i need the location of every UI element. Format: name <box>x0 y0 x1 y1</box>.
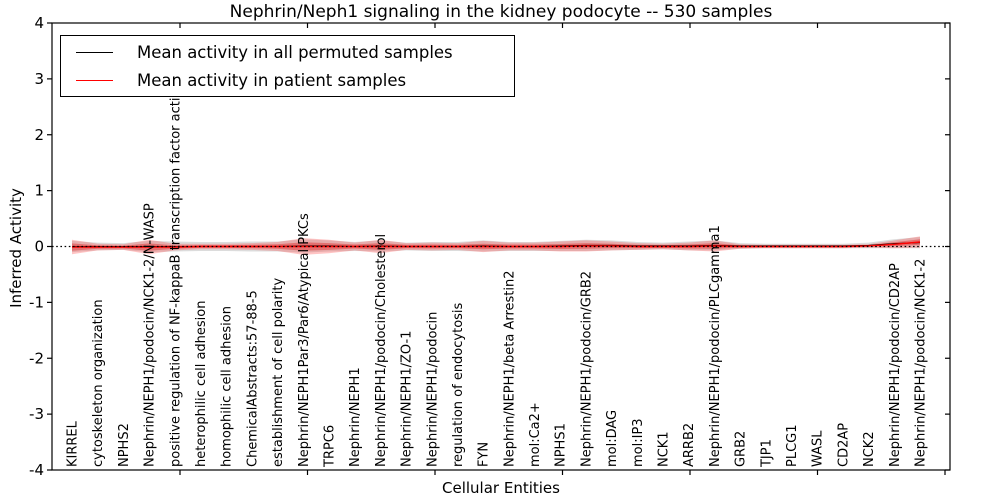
legend-label-patient: Mean activity in patient samples <box>137 70 407 90</box>
x-category-label: Nephrin/NEPH1/podocin/CD2AP <box>888 263 903 467</box>
permuted-line-swatch <box>76 51 113 53</box>
x-category-label: ARRB2 <box>682 423 697 467</box>
x-category-label: TRPC6 <box>322 425 337 468</box>
x-category-label: establishment of cell polarity <box>271 278 286 467</box>
legend-item-permuted: Mean activity in all permuted samples <box>61 38 514 66</box>
x-category-label: PLCG1 <box>785 424 800 467</box>
legend: Mean activity in all permuted samples Me… <box>60 35 515 97</box>
x-category-label: TJP1 <box>759 439 774 468</box>
x-category-label: cytoskeleton organization <box>91 299 106 467</box>
x-category-label: NPHS2 <box>117 423 132 467</box>
x-category-label: NPHS1 <box>554 423 569 467</box>
permuted-samples-range-band <box>72 237 920 253</box>
x-category-label: regulation of endocytosis <box>451 302 466 467</box>
y-tick-label: 0 <box>34 238 44 256</box>
patient-line-swatch <box>76 79 113 81</box>
y-tick-label: -3 <box>29 405 44 423</box>
x-category-label: Nephrin/NEPH1/podocin/NCK1-2/N-WASP <box>143 203 158 467</box>
y-tick-label: 1 <box>34 182 44 200</box>
x-category-label: Nephrin/NEPH1Par3/Par6/Atypical PKCs <box>297 213 312 467</box>
x-category-label: ChemicalAbstracts:57-88-5 <box>245 290 260 467</box>
x-category-label: WASL <box>811 430 826 467</box>
y-tick-label: -2 <box>29 349 44 367</box>
x-category-label: Nephrin/NEPH1/podocin <box>425 312 440 467</box>
y-tick-label: 4 <box>34 14 44 32</box>
x-category-label: NCK2 <box>862 431 877 467</box>
x-category-label: NCK1 <box>657 431 672 467</box>
legend-item-patient: Mean activity in patient samples <box>61 66 514 94</box>
x-category-label: KIRREL <box>66 420 81 467</box>
x-category-label: Nephrin/NEPH1/ZO-1 <box>400 331 415 467</box>
chart-title: Nephrin/Neph1 signaling in the kidney po… <box>229 2 773 22</box>
y-tick-label: 3 <box>34 70 44 88</box>
x-axis-label: Cellular Entities <box>442 479 560 497</box>
x-category-label: Nephrin/NEPH1 <box>348 367 363 467</box>
x-category-label: homophilic cell adhesion <box>220 306 235 467</box>
x-category-label: CD2AP <box>836 423 851 467</box>
patient-samples-range-inner-band <box>72 239 920 251</box>
x-category-label: FYN <box>477 442 492 467</box>
y-tick-label: 2 <box>34 126 44 144</box>
y-tick-label: -4 <box>29 461 44 479</box>
x-category-label: mol:DAG <box>605 410 620 467</box>
x-category-label: mol:IP3 <box>631 418 646 467</box>
legend-label-permuted: Mean activity in all permuted samples <box>137 42 453 62</box>
x-category-label: Nephrin/NEPH1/podocin/PLCgamma1 <box>708 225 723 467</box>
x-category-label: Nephrin/NEPH1/beta Arrestin2 <box>502 271 517 468</box>
x-category-label: Nephrin/NEPH1/podocin/Cholesterol <box>374 234 389 467</box>
x-category-label: GRB2 <box>734 431 749 467</box>
x-category-label: mol:Ca2+ <box>528 402 543 467</box>
x-category-label: Nephrin/NEPH1/podocin/GRB2 <box>579 271 594 467</box>
x-category-label: Nephrin/NEPH1/podocin/NCK1-2 <box>914 259 929 467</box>
x-category-label: heterophilic cell adhesion <box>194 301 209 468</box>
y-tick-label: -1 <box>29 293 44 311</box>
x-category-label: positive regulation of NF-kappaB transcr… <box>168 73 183 467</box>
